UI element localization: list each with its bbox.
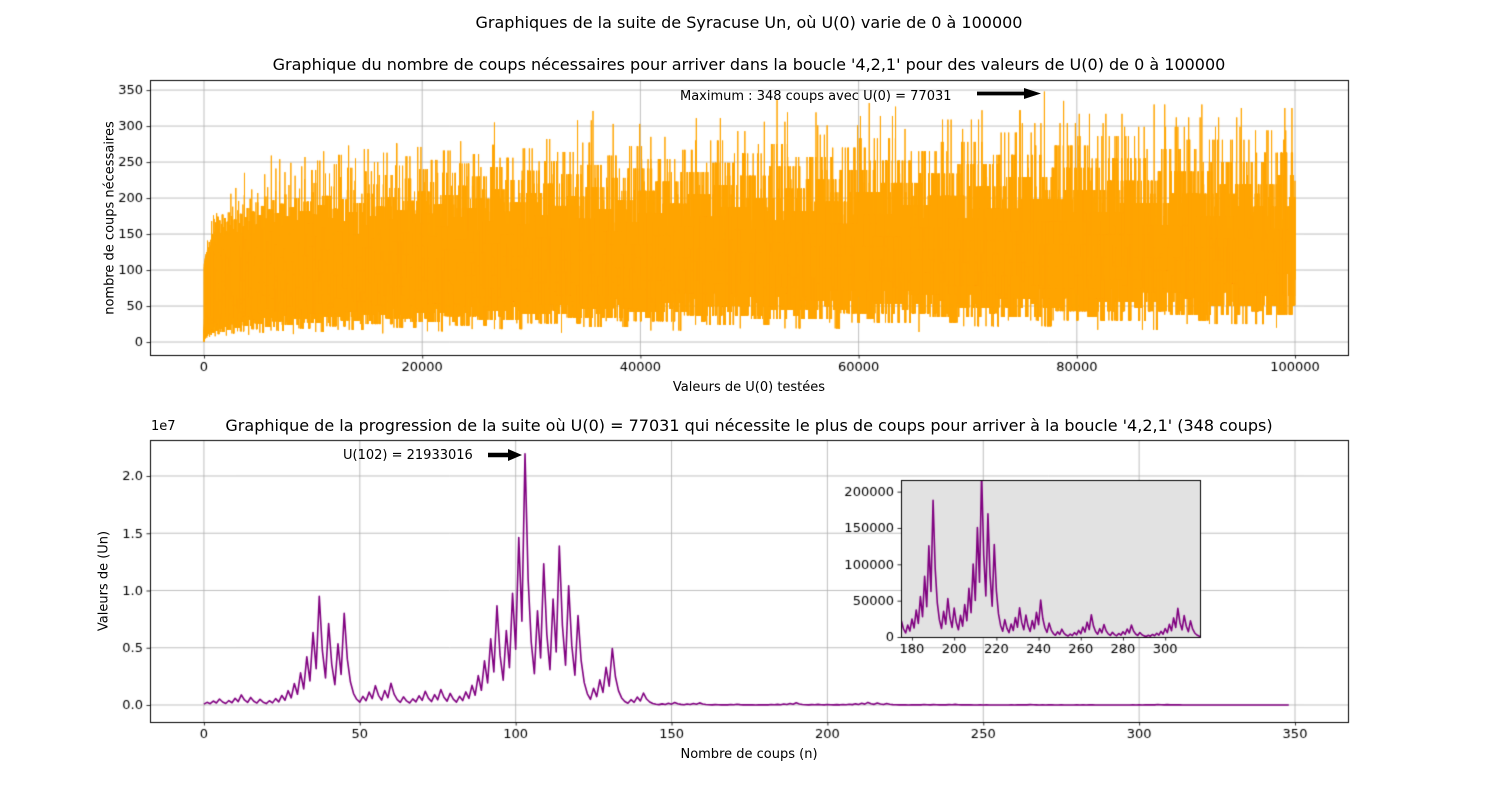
- annotation-arrow-icon: [488, 449, 522, 461]
- chart1-xlabel: Valeurs de U(0) testées: [672, 380, 826, 395]
- chart2-xlabel: Nombre de coups (n): [680, 747, 818, 762]
- chart1-title: Graphique du nombre de coups nécessaires…: [272, 55, 1226, 74]
- annotation-arrow-icon: [977, 88, 1041, 99]
- chart2-annotation-text: U(102) = 21933016: [343, 448, 473, 463]
- chart1-annotation-text: Maximum : 348 coups avec U(0) = 77031: [680, 89, 952, 104]
- chart2-max-annotation: U(102) = 21933016: [343, 448, 473, 463]
- figure-title: Graphiques de la suite de Syracuse Un, o…: [475, 13, 1023, 32]
- chart1-ylabel: nombre de coups nécessaires: [102, 121, 118, 315]
- chart2-ylabel: Valeurs de (Un): [96, 530, 112, 632]
- chart1-max-annotation: Maximum : 348 coups avec U(0) = 77031: [680, 89, 952, 104]
- chart2-title: Graphique de la progression de la suite …: [225, 416, 1273, 435]
- chart2-y-offset-label: 1e7: [151, 419, 176, 434]
